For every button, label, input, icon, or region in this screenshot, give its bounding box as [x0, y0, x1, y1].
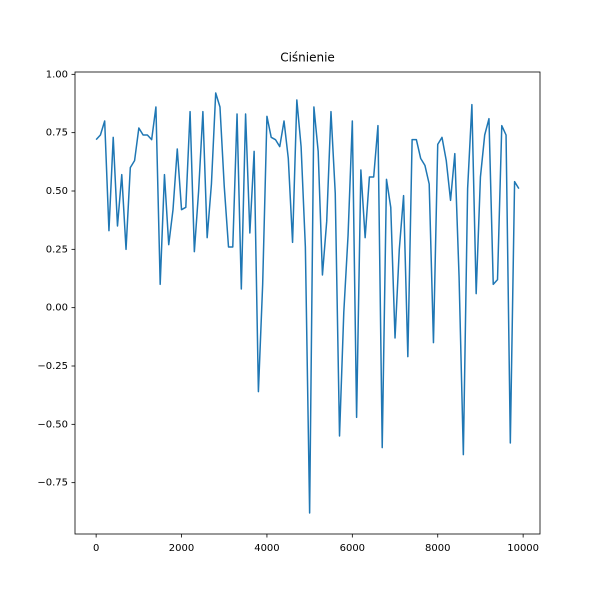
- chart-title: Ciśnienie: [280, 51, 335, 65]
- y-tick-label: 1.00: [46, 69, 68, 80]
- x-tick-label: 10000: [507, 543, 539, 554]
- x-tick-label: 8000: [425, 543, 450, 554]
- y-tick-label: 0.25: [46, 244, 68, 255]
- x-tick-label: 0: [93, 543, 99, 554]
- y-tick-label: 0.75: [46, 128, 68, 139]
- x-tick-label: 4000: [254, 543, 279, 554]
- y-tick-label: 0.00: [46, 303, 68, 314]
- y-tick-label: −0.25: [37, 361, 68, 372]
- x-tick-label: 2000: [169, 543, 194, 554]
- line: [95, 92, 520, 514]
- x-tick-label: 6000: [340, 543, 365, 554]
- y-tick-label: −0.75: [37, 478, 68, 489]
- plot-frame: [74, 71, 541, 535]
- y-tick-label: 0.50: [46, 186, 68, 197]
- y-tick-label: −0.50: [37, 419, 68, 430]
